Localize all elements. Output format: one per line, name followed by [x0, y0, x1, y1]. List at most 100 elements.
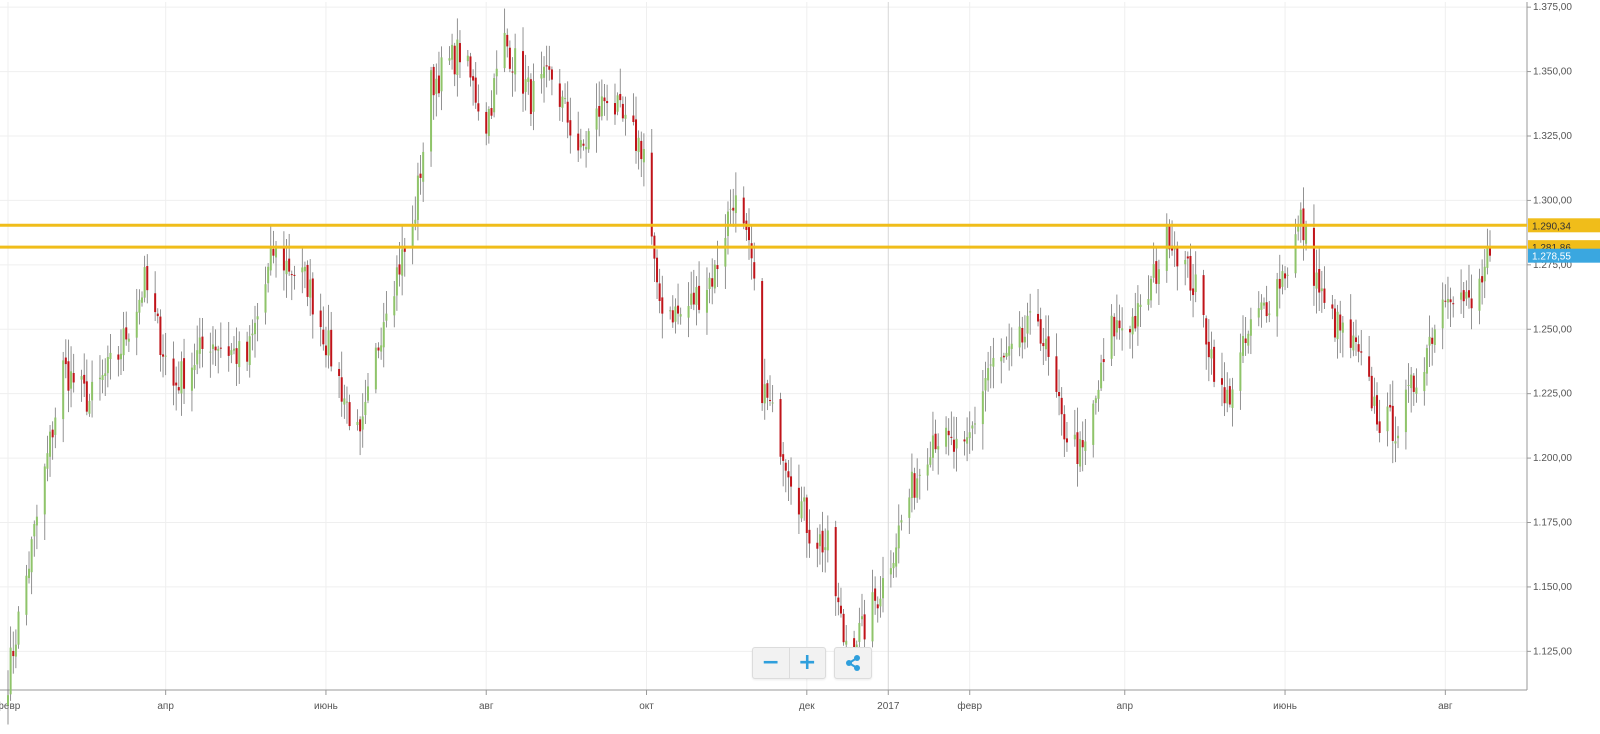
candle	[1376, 382, 1379, 431]
candle-body-up	[1404, 389, 1407, 433]
candle-body-down	[753, 262, 756, 279]
candle-body-down	[1354, 337, 1357, 342]
candle-body-down	[952, 439, 955, 452]
candle-body-up	[1281, 271, 1284, 287]
zoom-in-button[interactable]: +	[788, 648, 826, 678]
candle	[398, 242, 401, 287]
candle-body-up	[164, 355, 167, 357]
candle-body-up	[1100, 362, 1103, 389]
candle	[1241, 315, 1245, 364]
candle-body-up	[135, 311, 138, 338]
candle-body-down	[577, 133, 580, 151]
candle-body-up	[543, 66, 546, 78]
candle	[62, 351, 65, 443]
candle	[109, 334, 112, 380]
candle-body-up	[514, 48, 517, 75]
candle	[879, 576, 882, 618]
candle	[366, 373, 369, 404]
x-tick-label: окт	[639, 701, 654, 712]
candle-body-down	[175, 382, 178, 386]
candle	[85, 359, 88, 416]
share-button[interactable]	[834, 647, 872, 679]
candle-body-up	[532, 80, 535, 112]
candle-body-down	[472, 76, 475, 81]
candle	[603, 83, 606, 116]
candle-body-up	[466, 55, 469, 62]
candle-body-up	[30, 539, 33, 573]
candle	[800, 486, 803, 523]
candle-body-down	[1467, 290, 1470, 298]
candle	[35, 504, 38, 550]
candle-body-up	[937, 446, 940, 450]
candle-body-down	[1488, 248, 1492, 256]
candle	[235, 327, 238, 386]
candle-body-up	[910, 471, 913, 499]
candle-body-down	[290, 274, 293, 276]
candle	[889, 550, 892, 588]
candle-body-up	[845, 640, 848, 645]
level-tag-label: 1.281,86	[1532, 243, 1571, 254]
candle	[303, 261, 306, 289]
candle-body-down	[1312, 227, 1315, 286]
candle-body-up	[984, 378, 987, 391]
candle	[761, 277, 764, 411]
candle-body-up	[267, 266, 270, 284]
candle	[364, 379, 367, 424]
candle-body-down	[1389, 404, 1392, 408]
candle	[918, 468, 921, 500]
candle	[1220, 352, 1223, 407]
candle	[141, 291, 144, 307]
candle-body-up	[587, 131, 590, 150]
candle	[782, 442, 785, 487]
candle	[624, 96, 627, 136]
candle	[135, 288, 138, 356]
candle-body-up	[6, 695, 10, 706]
candle-body-down	[619, 93, 622, 101]
candle-body-up	[1305, 225, 1308, 244]
candle	[955, 416, 958, 472]
candle-body-down	[183, 358, 186, 389]
candle	[1134, 292, 1137, 332]
candle-body-up	[600, 96, 603, 117]
candle-body-down	[677, 305, 680, 314]
candle-body-down	[172, 358, 175, 386]
candle	[267, 262, 270, 293]
candle	[698, 261, 701, 314]
candle-body-down	[853, 638, 856, 652]
candle-body-down	[1134, 315, 1137, 329]
candle-body-down	[64, 357, 67, 365]
horizontal-levels[interactable]	[0, 223, 1527, 249]
candle	[1044, 315, 1047, 361]
zoom-out-button[interactable]: −	[761, 650, 780, 675]
candle-body-up	[992, 357, 995, 367]
candle	[1005, 336, 1008, 360]
candle	[1202, 269, 1205, 328]
y-tick-label: 1.225,00	[1533, 389, 1572, 400]
candle	[561, 90, 564, 122]
candle	[487, 106, 490, 144]
candle	[1315, 249, 1318, 314]
candle	[1407, 363, 1410, 403]
candle	[769, 375, 772, 406]
candle-body-up	[1131, 316, 1134, 335]
candle-body-up	[1460, 292, 1463, 300]
candle-body-down	[1481, 276, 1484, 283]
y-tick-label: 1.200,00	[1533, 453, 1572, 464]
candle-body-down	[1155, 261, 1158, 284]
candle	[1333, 299, 1336, 342]
candle	[1076, 407, 1079, 487]
candle	[28, 551, 31, 584]
candle-body-up	[1341, 322, 1344, 333]
candle	[495, 50, 498, 95]
candle	[403, 237, 406, 277]
candle-body-up	[101, 375, 104, 380]
candle-body-up	[414, 219, 417, 224]
candle-body-down	[742, 197, 745, 224]
candle-body-down	[83, 374, 86, 384]
candle-body-down	[582, 143, 585, 146]
candle-body-down	[1228, 386, 1231, 405]
candle	[989, 346, 992, 389]
candle	[1100, 354, 1103, 391]
